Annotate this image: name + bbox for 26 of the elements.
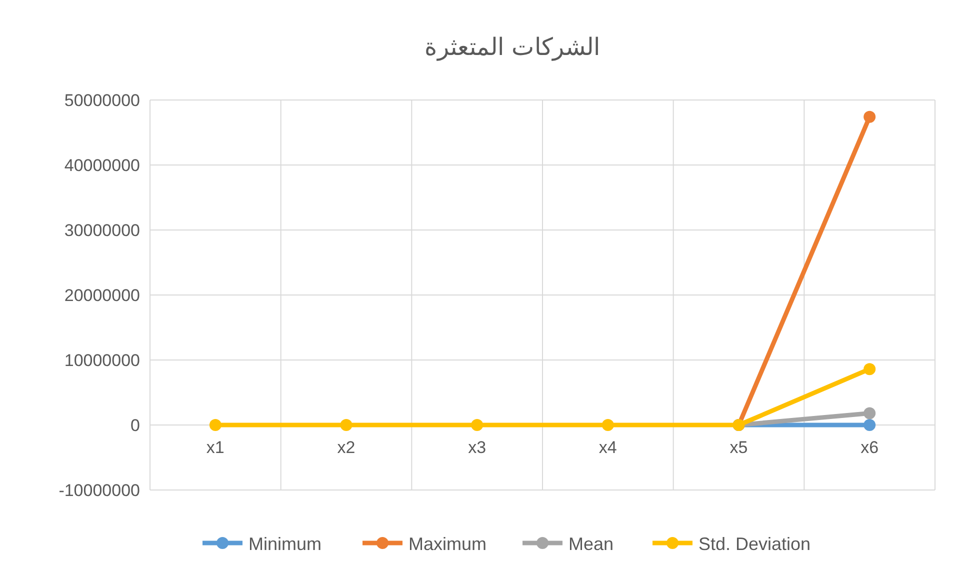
chart-title: الشركات المتعثرة xyxy=(424,34,600,61)
point xyxy=(209,419,222,431)
point xyxy=(864,110,876,123)
y-tick-label: 40000000 xyxy=(64,156,140,175)
y-tick-label: 10000000 xyxy=(64,351,140,370)
point xyxy=(471,419,484,431)
y-tick-label: -10000000 xyxy=(58,481,140,500)
x-tick-label: x4 xyxy=(598,438,617,457)
y-tick-label: 30000000 xyxy=(64,221,140,240)
x-tick-label: x5 xyxy=(730,438,748,457)
legend-label: Std. Deviation xyxy=(698,534,811,554)
x-tick-label: x1 xyxy=(206,438,224,457)
point xyxy=(864,407,876,420)
y-tick-label: 20000000 xyxy=(64,286,140,305)
legend-label: Mean xyxy=(568,534,614,554)
y-tick-label: 0 xyxy=(130,416,140,435)
point xyxy=(340,419,352,431)
x-tick-label: x3 xyxy=(468,438,486,457)
point xyxy=(864,363,876,376)
point xyxy=(864,419,876,431)
legend-label: Minimum xyxy=(248,534,322,554)
legend-label: Maximum xyxy=(408,534,487,554)
y-tick-label: 50000000 xyxy=(64,91,140,110)
point xyxy=(602,419,614,431)
x-tick-label: x2 xyxy=(337,438,356,457)
x-tick-label: x6 xyxy=(860,438,879,457)
